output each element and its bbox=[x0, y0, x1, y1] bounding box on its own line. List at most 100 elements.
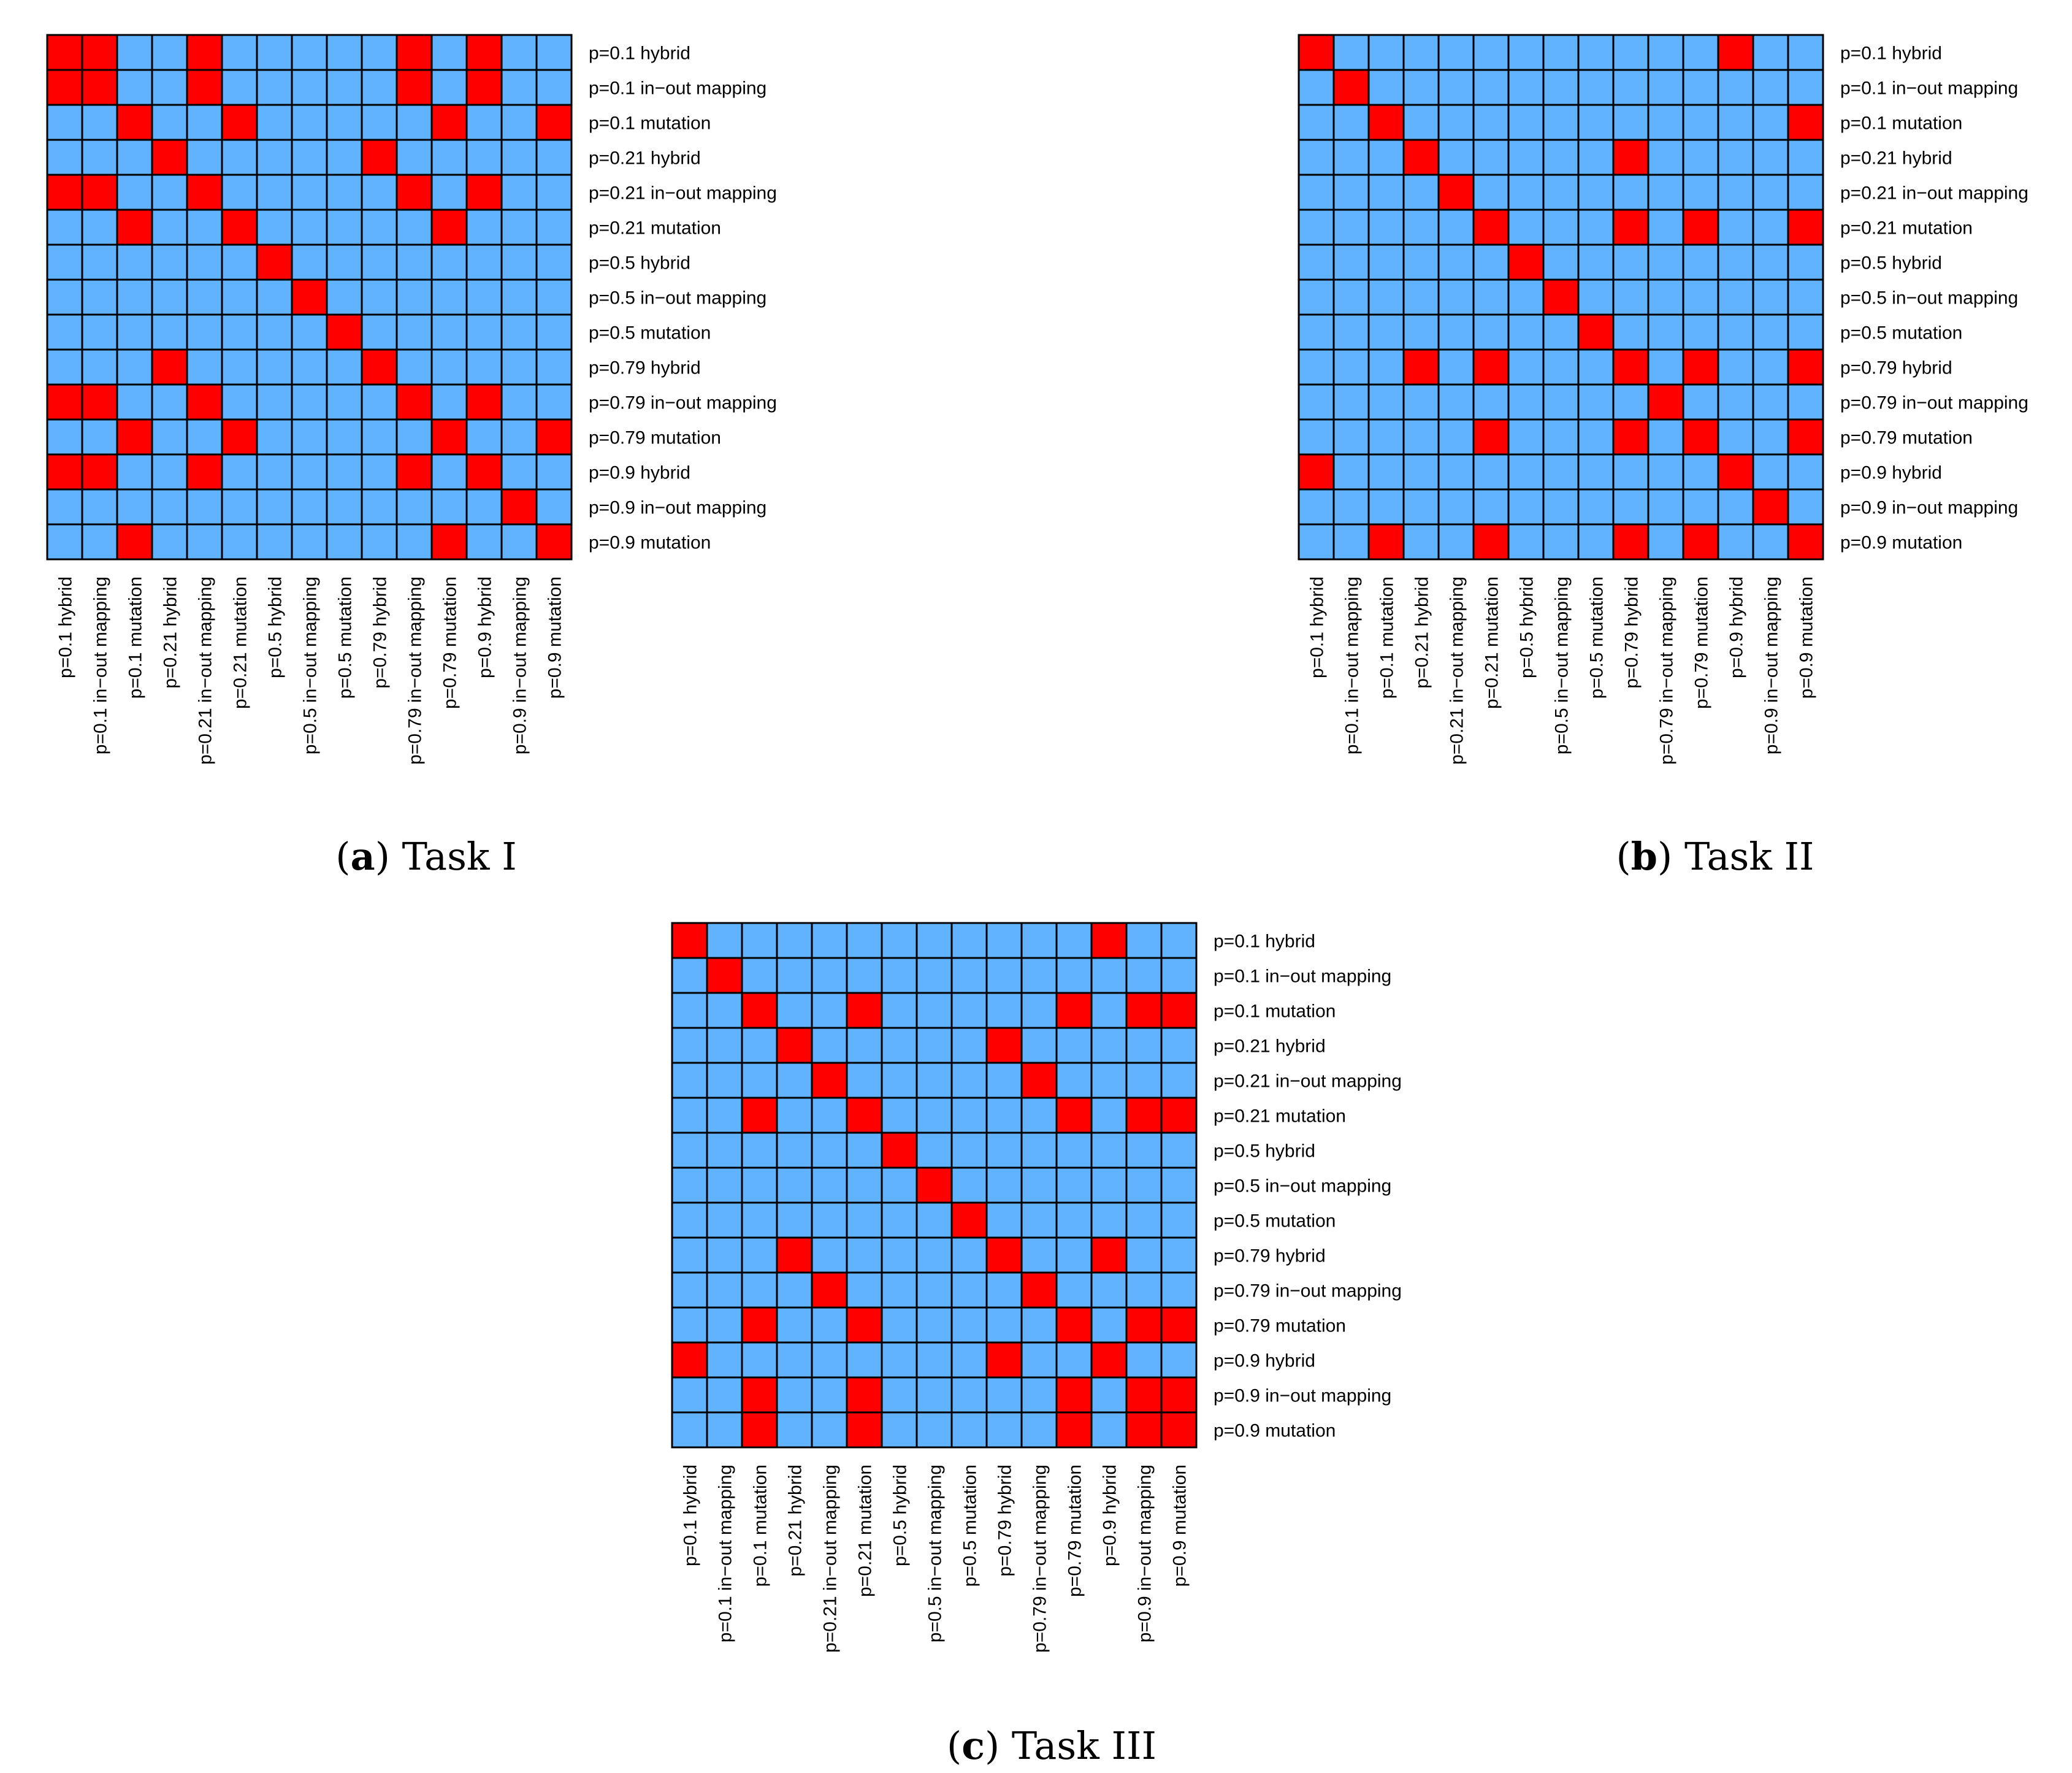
cell-c-r2-c8 bbox=[950, 992, 988, 1029]
cell-a-r7-c7 bbox=[291, 278, 328, 316]
cell-c-r12-c14 bbox=[1160, 1341, 1198, 1379]
cell-b-r12-c9 bbox=[1612, 453, 1650, 491]
cell-a-r13-c1 bbox=[81, 488, 118, 526]
cell-a-r5-c7 bbox=[291, 209, 328, 246]
cell-c-r4-c11 bbox=[1055, 1062, 1093, 1099]
row-label-b-2: p=0.1 mutation bbox=[1840, 113, 1962, 134]
cell-b-r5-c3 bbox=[1402, 209, 1440, 246]
cell-c-r6-c8 bbox=[950, 1132, 988, 1169]
cell-b-r14-c3 bbox=[1402, 523, 1440, 561]
row-label-a-1: p=0.1 in−out mapping bbox=[589, 79, 766, 99]
cell-c-r13-c2 bbox=[741, 1376, 778, 1414]
cell-a-r14-c11 bbox=[430, 523, 468, 561]
col-label-c-14: p=0.9 mutation bbox=[1170, 1465, 1190, 1587]
cell-c-r9-c10 bbox=[1020, 1236, 1058, 1274]
cell-a-r8-c12 bbox=[465, 313, 503, 351]
cell-b-r2-c10 bbox=[1647, 104, 1684, 141]
cell-b-r10-c13 bbox=[1752, 383, 1789, 421]
caption-a: (a) Task I bbox=[335, 834, 516, 879]
cell-b-r1-c8 bbox=[1577, 69, 1615, 106]
cell-c-r5-c3 bbox=[776, 1097, 813, 1134]
col-label-c-11: p=0.79 mutation bbox=[1065, 1465, 1085, 1597]
cell-a-r10-c2 bbox=[116, 383, 153, 421]
cell-c-r8-c9 bbox=[985, 1201, 1023, 1239]
cell-b-r2-c8 bbox=[1577, 104, 1615, 141]
cell-c-r8-c12 bbox=[1090, 1201, 1128, 1239]
cell-c-r12-c1 bbox=[706, 1341, 743, 1379]
cell-b-r13-c14 bbox=[1787, 488, 1824, 526]
col-label-c-1: p=0.1 in−out mapping bbox=[716, 1465, 736, 1642]
cell-c-r13-c14 bbox=[1160, 1376, 1198, 1414]
cell-a-r9-c3 bbox=[151, 348, 188, 386]
col-label-b-13: p=0.9 in−out mapping bbox=[1762, 576, 1782, 754]
cell-c-r1-c0 bbox=[671, 957, 708, 994]
cell-c-r0-c14 bbox=[1160, 922, 1198, 959]
cell-a-r5-c11 bbox=[430, 209, 468, 246]
cell-b-r8-c11 bbox=[1682, 313, 1719, 351]
cell-b-r6-c11 bbox=[1682, 243, 1719, 281]
cell-a-r4-c6 bbox=[256, 174, 293, 211]
cell-a-r7-c4 bbox=[186, 278, 223, 316]
cell-a-r10-c7 bbox=[291, 383, 328, 421]
cell-c-r7-c9 bbox=[985, 1166, 1023, 1204]
cell-c-r3-c4 bbox=[811, 1027, 848, 1064]
cell-b-r12-c5 bbox=[1472, 453, 1510, 491]
cell-b-r14-c7 bbox=[1542, 523, 1580, 561]
cell-a-r8-c2 bbox=[116, 313, 153, 351]
cell-b-r9-c0 bbox=[1298, 348, 1335, 386]
cell-a-r12-c12 bbox=[465, 453, 503, 491]
cell-a-r6-c0 bbox=[46, 243, 83, 281]
cell-c-r2-c9 bbox=[985, 992, 1023, 1029]
cell-b-r0-c4 bbox=[1437, 34, 1475, 71]
row-label-c-2: p=0.1 mutation bbox=[1214, 1001, 1336, 1022]
cell-a-r4-c9 bbox=[361, 174, 398, 211]
cell-b-r11-c4 bbox=[1437, 418, 1475, 456]
cell-a-r9-c4 bbox=[186, 348, 223, 386]
cell-a-r5-c2 bbox=[116, 209, 153, 246]
cell-a-r1-c14 bbox=[535, 69, 573, 106]
cell-a-r14-c13 bbox=[500, 523, 538, 561]
cell-b-r4-c3 bbox=[1402, 174, 1440, 211]
cell-c-r7-c10 bbox=[1020, 1166, 1058, 1204]
cell-a-r9-c10 bbox=[396, 348, 433, 386]
cell-a-r5-c1 bbox=[81, 209, 118, 246]
col-label-c-0: p=0.1 hybrid bbox=[681, 1465, 701, 1566]
cell-b-r2-c14 bbox=[1787, 104, 1824, 141]
cell-b-r5-c8 bbox=[1577, 209, 1615, 246]
cell-c-r8-c1 bbox=[706, 1201, 743, 1239]
cell-b-r13-c5 bbox=[1472, 488, 1510, 526]
cell-a-r9-c1 bbox=[81, 348, 118, 386]
row-label-a-10: p=0.79 in−out mapping bbox=[589, 393, 777, 413]
cell-b-r6-c3 bbox=[1402, 243, 1440, 281]
col-label-b-12: p=0.9 hybrid bbox=[1727, 576, 1747, 678]
cell-b-r9-c14 bbox=[1787, 348, 1824, 386]
cell-a-r2-c5 bbox=[221, 104, 258, 141]
cell-b-r5-c4 bbox=[1437, 209, 1475, 246]
cell-c-r11-c3 bbox=[776, 1306, 813, 1344]
cell-c-r14-c5 bbox=[846, 1411, 883, 1449]
col-label-c-2: p=0.1 mutation bbox=[751, 1465, 771, 1587]
cell-c-r5-c6 bbox=[881, 1097, 918, 1134]
cell-a-r7-c14 bbox=[535, 278, 573, 316]
cell-c-r0-c4 bbox=[811, 922, 848, 959]
cell-a-r6-c4 bbox=[186, 243, 223, 281]
cell-b-r2-c4 bbox=[1437, 104, 1475, 141]
cell-c-r5-c10 bbox=[1020, 1097, 1058, 1134]
cell-b-r13-c4 bbox=[1437, 488, 1475, 526]
cell-a-r4-c0 bbox=[46, 174, 83, 211]
cell-a-r4-c12 bbox=[465, 174, 503, 211]
cell-a-r2-c12 bbox=[465, 104, 503, 141]
col-label-a-13: p=0.9 in−out mapping bbox=[510, 576, 530, 754]
cell-c-r11-c7 bbox=[916, 1306, 953, 1344]
cell-a-r9-c13 bbox=[500, 348, 538, 386]
cell-c-r13-c12 bbox=[1090, 1376, 1128, 1414]
cell-b-r10-c4 bbox=[1437, 383, 1475, 421]
row-label-b-12: p=0.9 hybrid bbox=[1840, 463, 1942, 483]
col-label-a-8: p=0.5 mutation bbox=[335, 576, 356, 699]
cell-b-r6-c4 bbox=[1437, 243, 1475, 281]
cell-b-r5-c6 bbox=[1507, 209, 1545, 246]
cell-b-r1-c9 bbox=[1612, 69, 1650, 106]
cell-b-r13-c9 bbox=[1612, 488, 1650, 526]
cell-c-r5-c5 bbox=[846, 1097, 883, 1134]
cell-c-r0-c12 bbox=[1090, 922, 1128, 959]
